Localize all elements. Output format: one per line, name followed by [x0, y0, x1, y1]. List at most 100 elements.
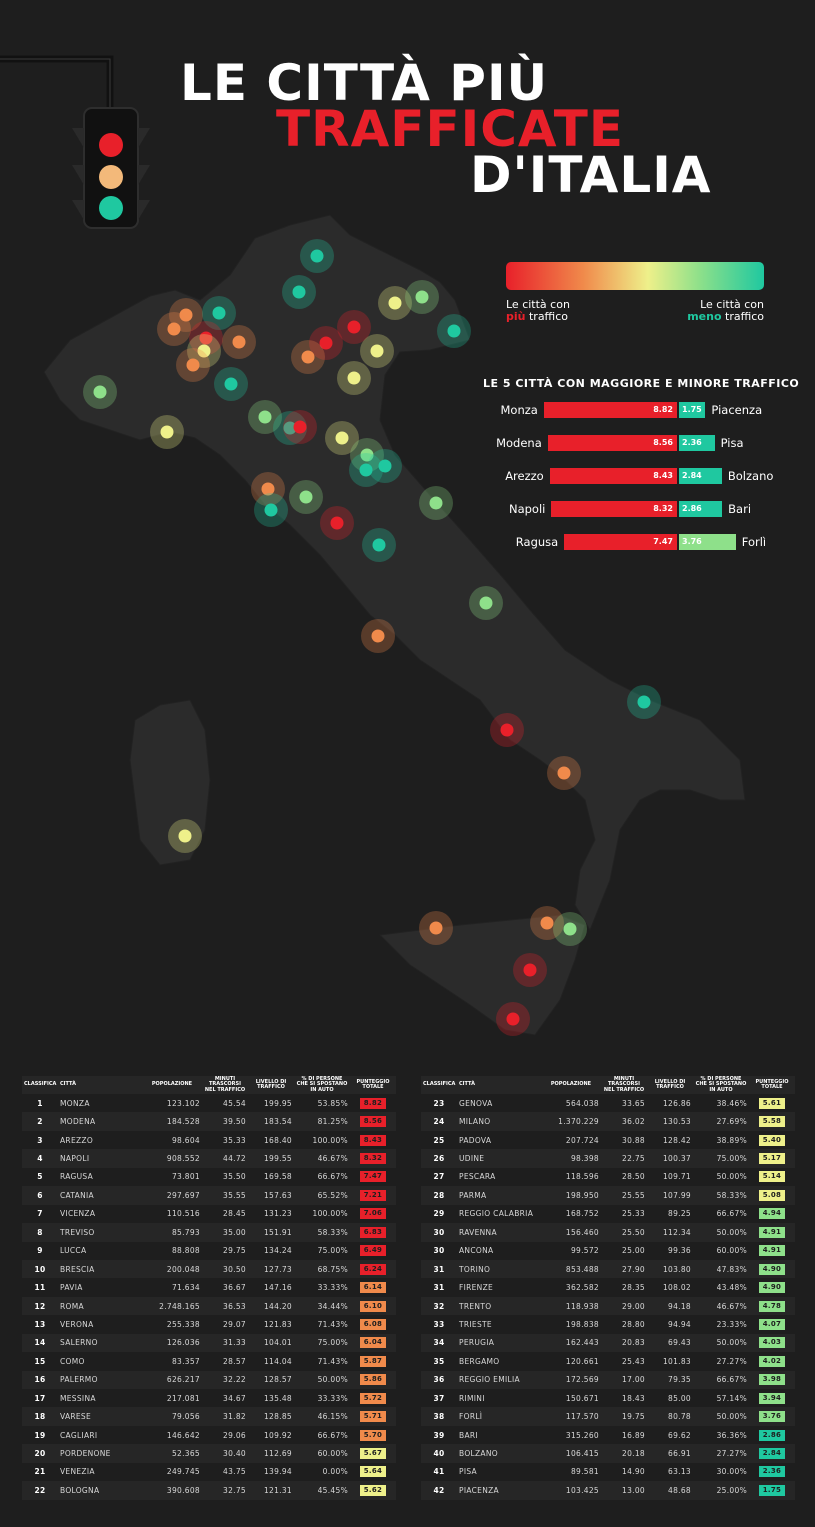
- value-cell: 162.443: [541, 1333, 601, 1353]
- value-cell: 66.67%: [294, 1167, 350, 1187]
- score-badge: 2.86: [759, 1429, 785, 1441]
- score-badge: 5.17: [759, 1153, 785, 1165]
- legend-right-prefix: Le città con: [700, 298, 764, 311]
- rank-cell: 5: [22, 1167, 58, 1187]
- legend-left-prefix: Le città con: [506, 298, 570, 311]
- score-cell: 1.75: [749, 1481, 795, 1500]
- value-cell: 19.75: [601, 1407, 647, 1426]
- value-cell: 169.58: [248, 1167, 294, 1187]
- value-cell: 69.62: [647, 1425, 693, 1445]
- value-cell: 168.40: [248, 1130, 294, 1150]
- table-row: 26 UDINE 98.398 22.75 100.37 75.00% 5.17: [421, 1149, 795, 1168]
- top5-row: Modena 8.56 2.36 Pisa: [0, 435, 815, 451]
- rank-cell: 16: [22, 1370, 58, 1389]
- score-cell: 5.64: [350, 1462, 396, 1482]
- rank-cell: 38: [421, 1407, 457, 1426]
- city-marker: [309, 326, 343, 360]
- legend-most-traffic: Le città con più traffico: [506, 299, 570, 323]
- value-cell: 53.85%: [294, 1094, 350, 1113]
- rank-cell: 26: [421, 1149, 457, 1168]
- value-cell: 38.89%: [693, 1130, 749, 1150]
- value-cell: 50.00%: [693, 1333, 749, 1353]
- top5-least-city: Bari: [728, 502, 752, 516]
- score-cell: 5.08: [749, 1186, 795, 1205]
- city-marker: [496, 1002, 530, 1036]
- value-cell: 157.63: [248, 1186, 294, 1205]
- ranking-table-right: CLASSIFICA CITTÀ POPOLAZIONE MINUTI TRASCOR…: [421, 1076, 795, 1500]
- value-cell: 626.217: [142, 1370, 202, 1389]
- score-badge: 7.21: [360, 1189, 386, 1201]
- value-cell: 60.00%: [294, 1444, 350, 1463]
- score-badge: 5.71: [360, 1411, 386, 1423]
- table-row: 29 REGGIO CALABRIA 168.752 25.33 89.25 66.67%…: [421, 1204, 795, 1224]
- top5-row: Ragusa 7.47 3.76 Forlì: [0, 534, 815, 550]
- value-cell: 50.00%: [294, 1370, 350, 1389]
- value-cell: 85.00: [647, 1389, 693, 1408]
- city-cell: PESCARA: [457, 1167, 541, 1187]
- score-badge: 5.64: [360, 1466, 386, 1478]
- table-row: 32 TRENTO 118.938 29.00 94.18 46.67% 4.78: [421, 1296, 795, 1316]
- value-cell: 33.65: [601, 1094, 647, 1113]
- table-row: 28 PARMA 198.950 25.55 107.99 58.33% 5.08: [421, 1186, 795, 1205]
- city-markers: [83, 239, 661, 1036]
- value-cell: 14.90: [601, 1462, 647, 1482]
- city-cell: VARESE: [58, 1407, 142, 1426]
- value-cell: 106.415: [541, 1444, 601, 1463]
- score-badge: 8.56: [360, 1116, 386, 1128]
- score-cell: 6.04: [350, 1333, 396, 1353]
- table-row: 38 FORLÌ 117.570 19.75 80.78 50.00% 3.76: [421, 1407, 795, 1426]
- rank-cell: 24: [421, 1112, 457, 1131]
- value-cell: 29.75: [202, 1241, 248, 1260]
- city-cell: COMO: [58, 1352, 142, 1371]
- value-cell: 27.90: [601, 1259, 647, 1279]
- rank-cell: 30: [421, 1241, 457, 1260]
- city-marker: [419, 486, 453, 520]
- value-cell: 121.83: [248, 1315, 294, 1334]
- value-cell: 66.67%: [294, 1425, 350, 1445]
- city-marker: [168, 819, 202, 853]
- top5-most-city: Monza: [500, 403, 538, 417]
- value-cell: 25.55: [601, 1186, 647, 1205]
- value-cell: 28.80: [601, 1315, 647, 1334]
- value-cell: 1.370.229: [541, 1112, 601, 1131]
- city-marker: [300, 239, 334, 273]
- table-row: 21 VENEZIA 249.745 43.75 139.94 0.00% 5.64: [22, 1462, 396, 1482]
- score-badge: 5.14: [759, 1171, 785, 1183]
- value-cell: 44.72: [202, 1149, 248, 1168]
- value-cell: 30.00%: [693, 1462, 749, 1482]
- rank-cell: 6: [22, 1186, 58, 1205]
- value-cell: 150.671: [541, 1389, 601, 1408]
- table-row: 18 VARESE 79.056 31.82 128.85 46.15% 5.71: [22, 1407, 396, 1426]
- score-badge: 5.58: [759, 1116, 785, 1128]
- score-cell: 6.83: [350, 1223, 396, 1242]
- city-marker: [469, 586, 503, 620]
- rank-cell: 40: [421, 1444, 457, 1463]
- value-cell: 36.53: [202, 1296, 248, 1316]
- value-cell: 58.33%: [294, 1223, 350, 1242]
- rank-cell: 28: [421, 1186, 457, 1205]
- column-header: POPOLAZIONE: [142, 1076, 202, 1094]
- score-cell: 6.14: [350, 1278, 396, 1297]
- value-cell: 46.15%: [294, 1407, 350, 1426]
- value-cell: 25.33: [601, 1204, 647, 1224]
- value-cell: 46.67%: [294, 1149, 350, 1168]
- city-marker: [83, 375, 117, 409]
- value-cell: 79.35: [647, 1370, 693, 1389]
- city-cell: FORLÌ: [457, 1407, 541, 1426]
- score-cell: 7.47: [350, 1167, 396, 1187]
- score-badge: 5.67: [360, 1448, 386, 1460]
- score-badge: 6.04: [360, 1337, 386, 1349]
- city-marker: [222, 325, 256, 359]
- score-badge: 4.91: [759, 1226, 785, 1238]
- value-cell: 73.801: [142, 1167, 202, 1187]
- column-header: MINUTI TRASCORSI NEL TRAFFICO: [202, 1076, 248, 1094]
- value-cell: 199.95: [248, 1094, 294, 1113]
- column-header: POPOLAZIONE: [541, 1076, 601, 1094]
- score-cell: 2.36: [749, 1462, 795, 1482]
- value-cell: 156.460: [541, 1223, 601, 1242]
- rank-cell: 32: [421, 1296, 457, 1316]
- top5-least-value: 3.76: [682, 537, 702, 546]
- value-cell: 28.45: [202, 1204, 248, 1224]
- value-cell: 110.516: [142, 1204, 202, 1224]
- value-cell: 34.44%: [294, 1296, 350, 1316]
